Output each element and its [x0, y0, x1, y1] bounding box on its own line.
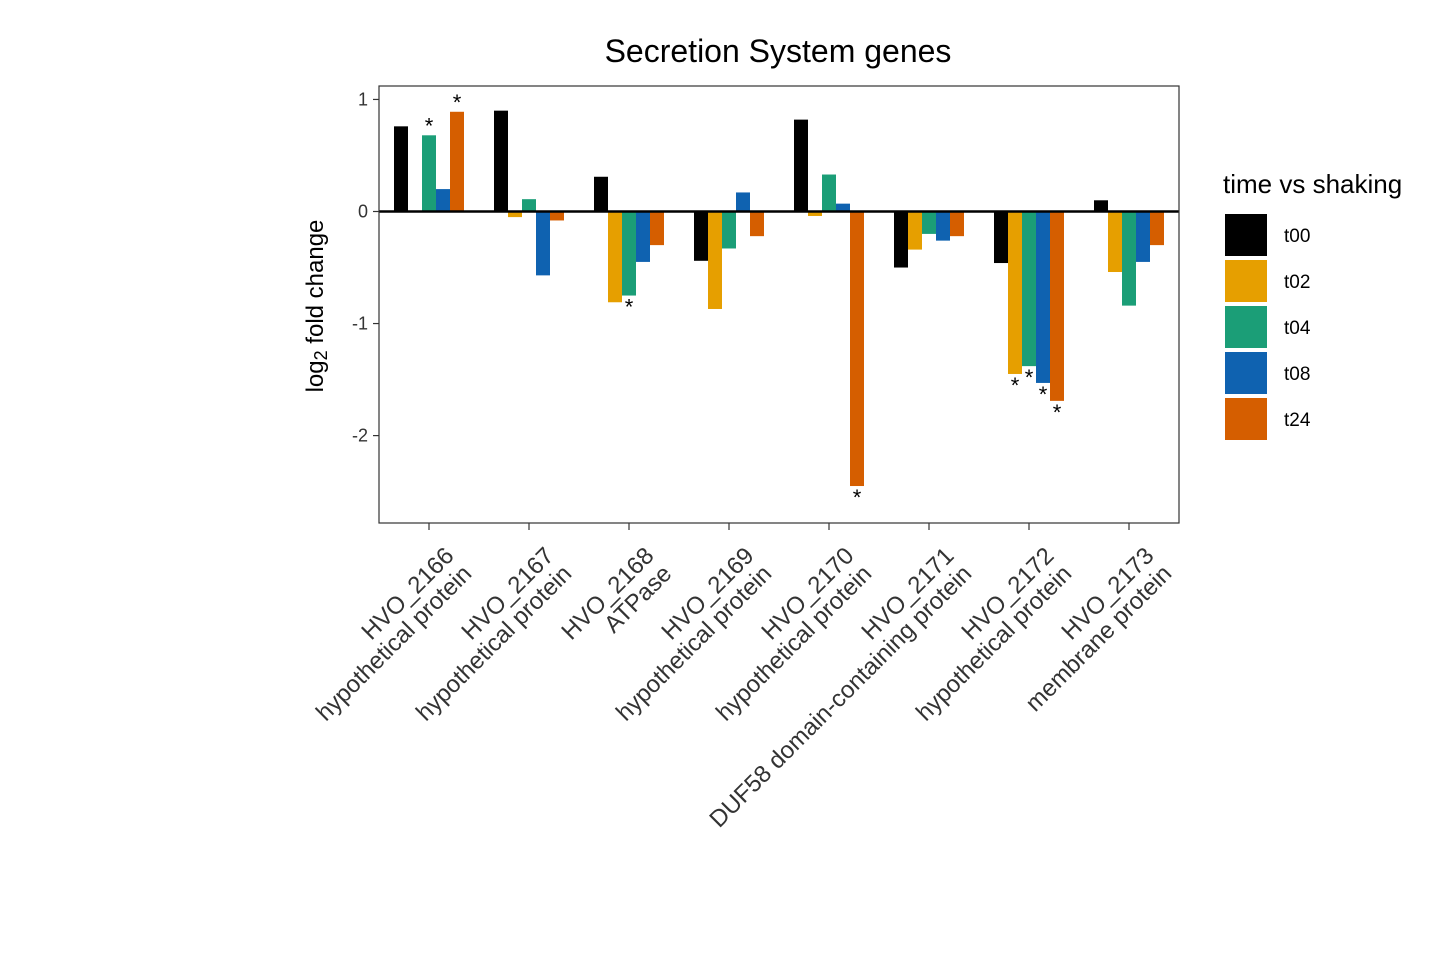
bar-t00-3 [594, 176, 608, 212]
y-tick-label: 0 [358, 202, 368, 222]
x-tick-label: HVO_2168ATPase [556, 542, 677, 663]
legend-items: t00 t02 t04 t08 t24 [1225, 214, 1311, 440]
bar-t24-3 [650, 211, 664, 246]
bar-t04-6 [922, 211, 936, 234]
legend-label-t04: t04 [1284, 318, 1311, 339]
y-axis-title-suffix: fold change [302, 220, 329, 351]
y-tick-label: -2 [352, 426, 368, 446]
bar-t00-1 [394, 126, 408, 212]
significance-marker: * [1011, 373, 1020, 398]
bar-t24-1 [450, 111, 464, 212]
bar-t04-4 [722, 211, 736, 249]
bar-t04-8 [1122, 211, 1136, 306]
significance-marker: * [453, 90, 462, 115]
bar-t08-2 [536, 211, 550, 276]
y-axis-title-subscript: 2 [311, 350, 331, 360]
bar-t02-4 [708, 211, 722, 309]
legend-key-t02 [1225, 260, 1267, 302]
bar-t24-5 [850, 211, 864, 487]
bar-t00-4 [694, 211, 708, 261]
bar-t00-7 [994, 211, 1008, 264]
bar-t00-2 [494, 110, 508, 212]
significance-marker: * [853, 485, 862, 510]
bar-t00-8 [1094, 200, 1108, 212]
legend-key-t08 [1225, 352, 1267, 394]
bar-t02-5 [808, 211, 822, 216]
legend-key-t00 [1225, 214, 1267, 256]
legend-label-t08: t08 [1284, 364, 1310, 385]
y-axis: -2 -1 0 1 [352, 89, 379, 446]
legend-key-t24 [1225, 398, 1267, 440]
bar-t00-6 [894, 211, 908, 268]
bar-t04-3 [622, 211, 636, 296]
significance-marker: * [1053, 400, 1062, 425]
bar-t02-3 [608, 211, 622, 303]
bar-t08-8 [1136, 211, 1150, 262]
y-axis-title-prefix: log [302, 360, 329, 392]
significance-marker: * [425, 113, 434, 138]
bar-t04-2 [522, 199, 536, 212]
bar-t08-3 [636, 211, 650, 262]
plot-panel [378, 85, 1180, 524]
legend-key-t04 [1225, 306, 1267, 348]
bar-t24-7 [1050, 211, 1064, 401]
significance-marker: * [1025, 365, 1034, 390]
y-tick-label: -1 [352, 314, 368, 334]
legend: time vs shaking t00 t02 t04 t08 t24 [1223, 169, 1402, 440]
significance-marker: * [625, 295, 634, 320]
bar-t02-7 [1008, 211, 1022, 374]
significance-marker: * [1039, 382, 1048, 407]
bar-t02-8 [1108, 211, 1122, 273]
bars-layer [394, 110, 1164, 487]
bar-t24-2 [550, 211, 564, 221]
significance-layer: ***** *** [425, 90, 1062, 510]
legend-label-t24: t24 [1284, 410, 1311, 431]
bar-t02-2 [508, 211, 522, 218]
bar-t24-4 [750, 211, 764, 237]
x-axis: HVO_2166hypothetical proteinHVO_2167hypo… [311, 523, 1177, 833]
legend-label-t02: t02 [1284, 272, 1310, 293]
bar-t08-7 [1036, 211, 1050, 383]
chart-title: Secretion System genes [605, 33, 952, 69]
bar-t24-8 [1150, 211, 1164, 246]
bar-t04-1 [422, 135, 436, 212]
legend-title: time vs shaking [1223, 169, 1402, 199]
bar-t04-5 [822, 174, 836, 212]
y-axis-title: log2 fold change [302, 220, 331, 393]
bar-t04-7 [1022, 211, 1036, 367]
legend-label-t00: t00 [1284, 226, 1310, 247]
bar-t24-6 [950, 211, 964, 237]
bar-t08-6 [936, 211, 950, 241]
bar-t08-5 [836, 203, 850, 212]
y-tick-label: 1 [358, 89, 368, 109]
bar-t00-5 [794, 119, 808, 212]
bar-t08-4 [736, 192, 750, 212]
bar-t08-1 [436, 189, 450, 212]
bar-t02-6 [908, 211, 922, 250]
